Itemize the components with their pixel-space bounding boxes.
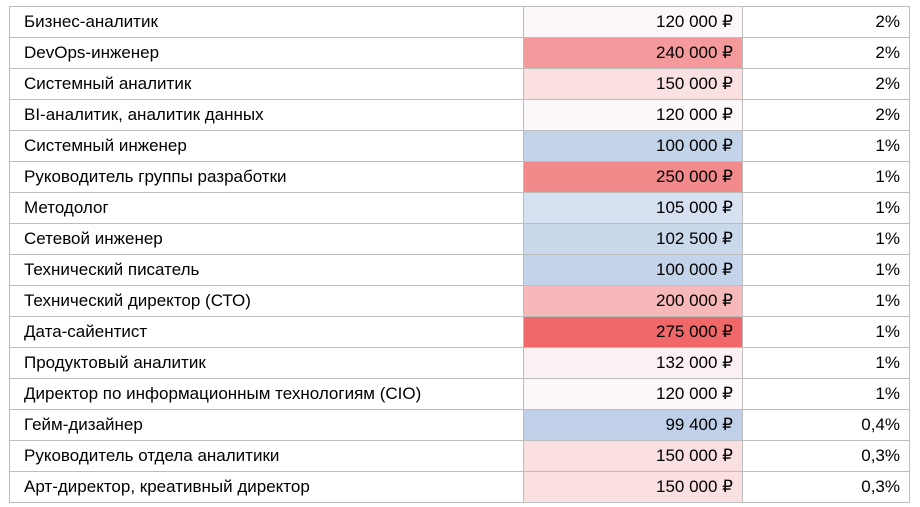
salary-cell[interactable]: 240 000 ₽ <box>523 37 743 69</box>
table-row: Арт-директор, креативный директор 150 000… <box>9 471 910 503</box>
table-row: Продуктовый аналитик 132 000 ₽1% <box>9 347 910 379</box>
role-cell[interactable]: Дата-сайентист <box>9 316 524 348</box>
salary-cell[interactable]: 99 400 ₽ <box>523 409 743 441</box>
share-cell[interactable]: 0,3% <box>742 471 910 503</box>
salary-cell[interactable]: 120 000 ₽ <box>523 99 743 131</box>
salary-cell[interactable]: 275 000 ₽ <box>523 316 743 348</box>
role-cell[interactable]: Системный аналитик <box>9 68 524 100</box>
salary-cell[interactable]: 250 000 ₽ <box>523 161 743 193</box>
salary-cell[interactable]: 132 000 ₽ <box>523 347 743 379</box>
role-cell[interactable]: Продуктовый аналитик <box>9 347 524 379</box>
role-cell[interactable]: Арт-директор, креативный директор <box>9 471 524 503</box>
salary-table-body: Бизнес-аналитик 120 000 ₽2% DevOps-инженер… <box>9 6 910 503</box>
share-cell[interactable]: 1% <box>742 378 910 410</box>
role-cell[interactable]: Бизнес-аналитик <box>9 6 524 38</box>
share-cell[interactable]: 2% <box>742 68 910 100</box>
table-row: Сетевой инженер 102 500 ₽1% <box>9 223 910 255</box>
table-row: Технический директор (СТО) 200 000 ₽1% <box>9 285 910 317</box>
share-cell[interactable]: 1% <box>742 347 910 379</box>
share-cell[interactable]: 0,3% <box>742 440 910 472</box>
share-cell[interactable]: 1% <box>742 161 910 193</box>
salary-cell[interactable]: 102 500 ₽ <box>523 223 743 255</box>
table-row: Директор по информационным технологиям (… <box>9 378 910 410</box>
salary-cell[interactable]: 150 000 ₽ <box>523 471 743 503</box>
salary-cell[interactable]: 120 000 ₽ <box>523 6 743 38</box>
role-cell[interactable]: Методолог <box>9 192 524 224</box>
table-row: Гейм-дизайнер 99 400 ₽0,4% <box>9 409 910 441</box>
salary-cell[interactable]: 100 000 ₽ <box>523 130 743 162</box>
share-cell[interactable]: 1% <box>742 192 910 224</box>
share-cell[interactable]: 2% <box>742 6 910 38</box>
share-cell[interactable]: 1% <box>742 285 910 317</box>
role-cell[interactable]: DevOps-инженер <box>9 37 524 69</box>
table-row: Системный инженер 100 000 ₽1% <box>9 130 910 162</box>
salary-cell[interactable]: 200 000 ₽ <box>523 285 743 317</box>
table-row: Руководитель группы разработки 250 000 ₽1… <box>9 161 910 193</box>
salary-cell[interactable]: 150 000 ₽ <box>523 68 743 100</box>
table-row: Технический писатель 100 000 ₽1% <box>9 254 910 286</box>
salary-cell[interactable]: 105 000 ₽ <box>523 192 743 224</box>
table-row: Методолог 105 000 ₽1% <box>9 192 910 224</box>
table-row: DevOps-инженер 240 000 ₽2% <box>9 37 910 69</box>
role-cell[interactable]: BI-аналитик, аналитик данных <box>9 99 524 131</box>
share-cell[interactable]: 1% <box>742 316 910 348</box>
share-cell[interactable]: 1% <box>742 223 910 255</box>
share-cell[interactable]: 2% <box>742 37 910 69</box>
role-cell[interactable]: Технический писатель <box>9 254 524 286</box>
salary-table: Бизнес-аналитик 120 000 ₽2% DevOps-инженер… <box>9 6 910 503</box>
role-cell[interactable]: Технический директор (СТО) <box>9 285 524 317</box>
salary-cell[interactable]: 150 000 ₽ <box>523 440 743 472</box>
share-cell[interactable]: 1% <box>742 254 910 286</box>
role-cell[interactable]: Системный инженер <box>9 130 524 162</box>
share-cell[interactable]: 0,4% <box>742 409 910 441</box>
role-cell[interactable]: Руководитель отдела аналитики <box>9 440 524 472</box>
share-cell[interactable]: 1% <box>742 130 910 162</box>
table-row: Системный аналитик 150 000 ₽2% <box>9 68 910 100</box>
role-cell[interactable]: Гейм-дизайнер <box>9 409 524 441</box>
share-cell[interactable]: 2% <box>742 99 910 131</box>
salary-cell[interactable]: 100 000 ₽ <box>523 254 743 286</box>
table-row: Руководитель отдела аналитики 150 000 ₽0,… <box>9 440 910 472</box>
table-row: Дата-сайентист 275 000 ₽1% <box>9 316 910 348</box>
role-cell[interactable]: Сетевой инженер <box>9 223 524 255</box>
table-row: BI-аналитик, аналитик данных 120 000 ₽2% <box>9 99 910 131</box>
role-cell[interactable]: Директор по информационным технологиям (… <box>9 378 524 410</box>
table-row: Бизнес-аналитик 120 000 ₽2% <box>9 6 910 38</box>
role-cell[interactable]: Руководитель группы разработки <box>9 161 524 193</box>
salary-cell[interactable]: 120 000 ₽ <box>523 378 743 410</box>
